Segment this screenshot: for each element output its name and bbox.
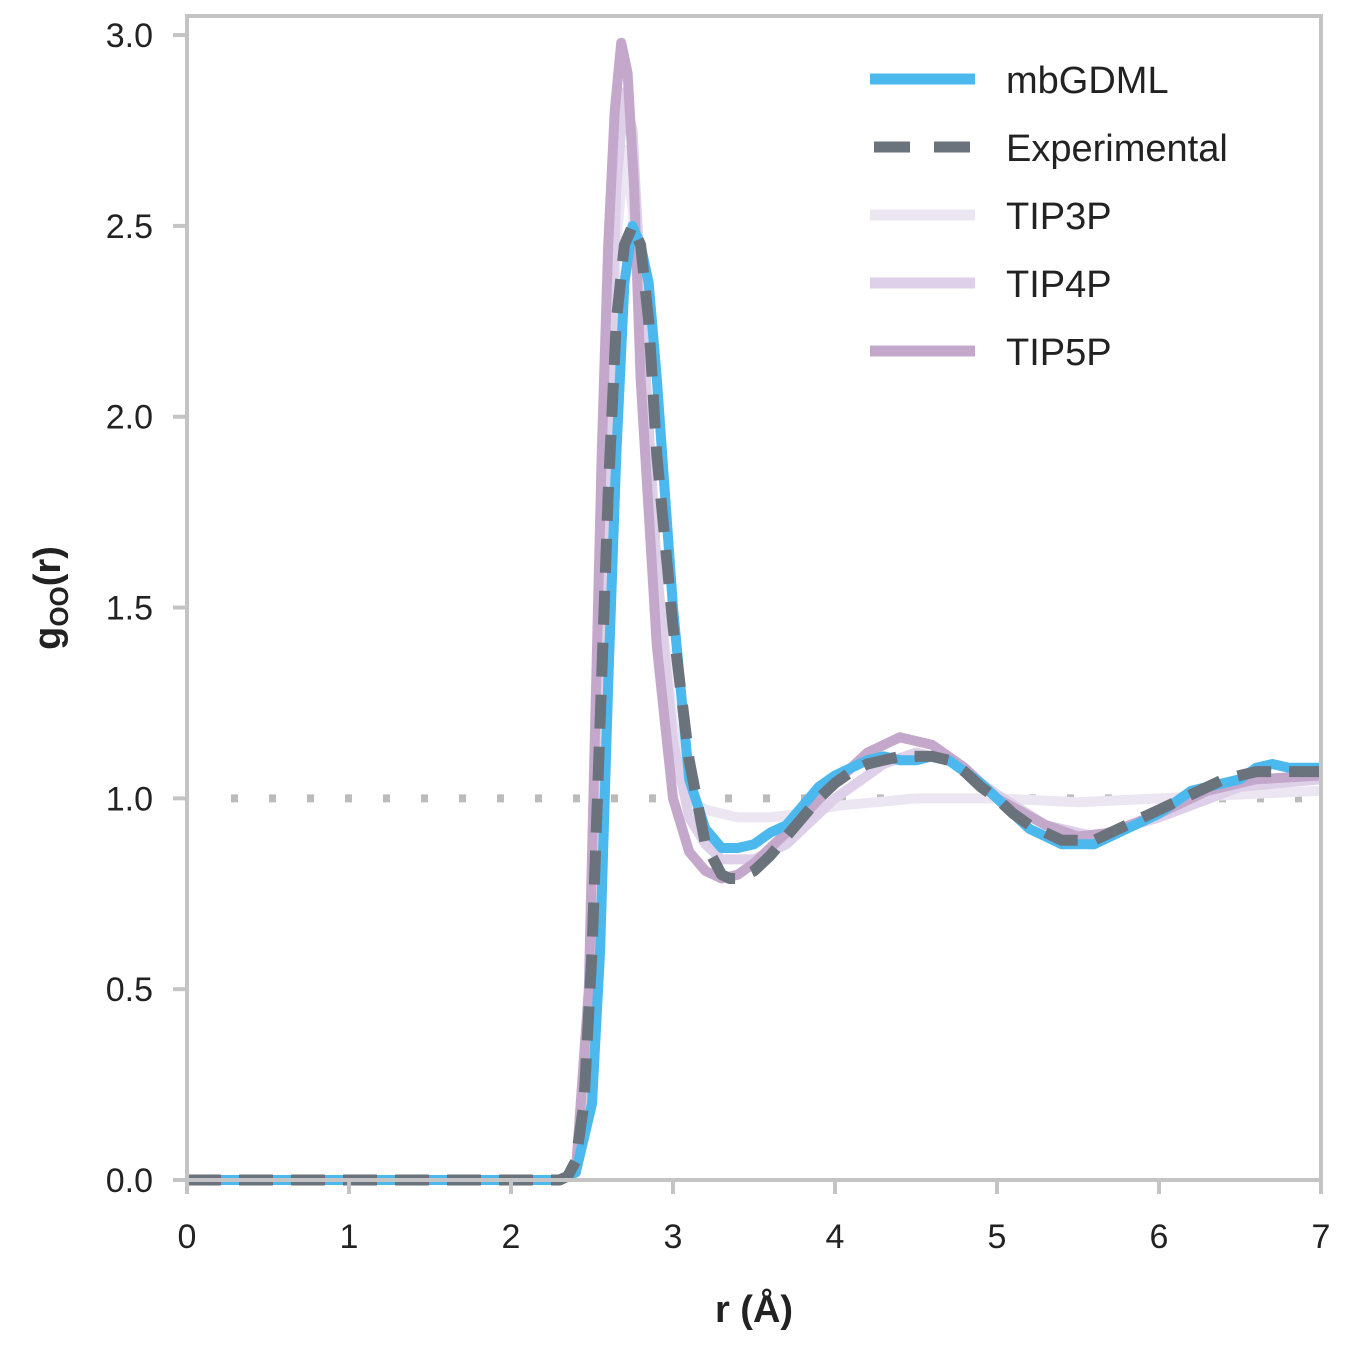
y-tick-label: 1.0 xyxy=(106,780,153,818)
x-tick-label: 3 xyxy=(664,1218,683,1256)
y-tick-label: 1.5 xyxy=(106,590,153,628)
y-axis-title-main: g xyxy=(27,627,69,650)
series-line-tip4p xyxy=(187,87,1322,1185)
y-axis-title-subscript: OO xyxy=(44,586,74,626)
x-tick-label: 0 xyxy=(178,1218,197,1256)
y-tick-label: 0.5 xyxy=(106,971,153,1009)
series-line-experimental xyxy=(187,220,1321,1186)
x-tick-label: 6 xyxy=(1150,1218,1169,1256)
legend-label-mbgdml: mbGDML xyxy=(1006,60,1169,102)
series-line-tip3p xyxy=(187,144,1322,1185)
series-line-tip5p xyxy=(187,37,1322,1185)
x-tick-label: 5 xyxy=(988,1218,1007,1256)
y-tick-label: 3.0 xyxy=(106,17,153,55)
legend-label-experimental: Experimental xyxy=(1006,128,1228,170)
legend-label-tip3p: TIP3P xyxy=(1006,196,1112,238)
legend-label-tip5p: TIP5P xyxy=(1006,332,1112,374)
x-tick-label: 7 xyxy=(1312,1218,1331,1256)
tick-layer: 0 1 2 3 4 5 6 7 0.0 0.5 1.0 1.5 2.0 2.5 3.0 xyxy=(106,17,1331,1256)
y-tick-label: 2.0 xyxy=(106,399,153,437)
x-tick-label: 1 xyxy=(340,1218,359,1256)
y-axis-title: gOO(r) xyxy=(27,546,74,650)
x-tick-label: 2 xyxy=(502,1218,521,1256)
y-tick-label: 2.5 xyxy=(106,208,153,246)
series-layer xyxy=(187,37,1322,1186)
series-line-mbgdml xyxy=(187,220,1321,1185)
x-tick-label: 4 xyxy=(826,1218,845,1256)
plot-frame xyxy=(185,14,1323,1182)
x-axis-title: r (Å) xyxy=(715,1287,793,1331)
legend: mbGDML Experimental TIP3P TIP4P TIP5P xyxy=(870,60,1228,374)
y-tick-label: 0.0 xyxy=(106,1162,153,1200)
legend-label-tip4p: TIP4P xyxy=(1006,264,1112,306)
y-axis-title-tail: (r) xyxy=(27,546,69,586)
